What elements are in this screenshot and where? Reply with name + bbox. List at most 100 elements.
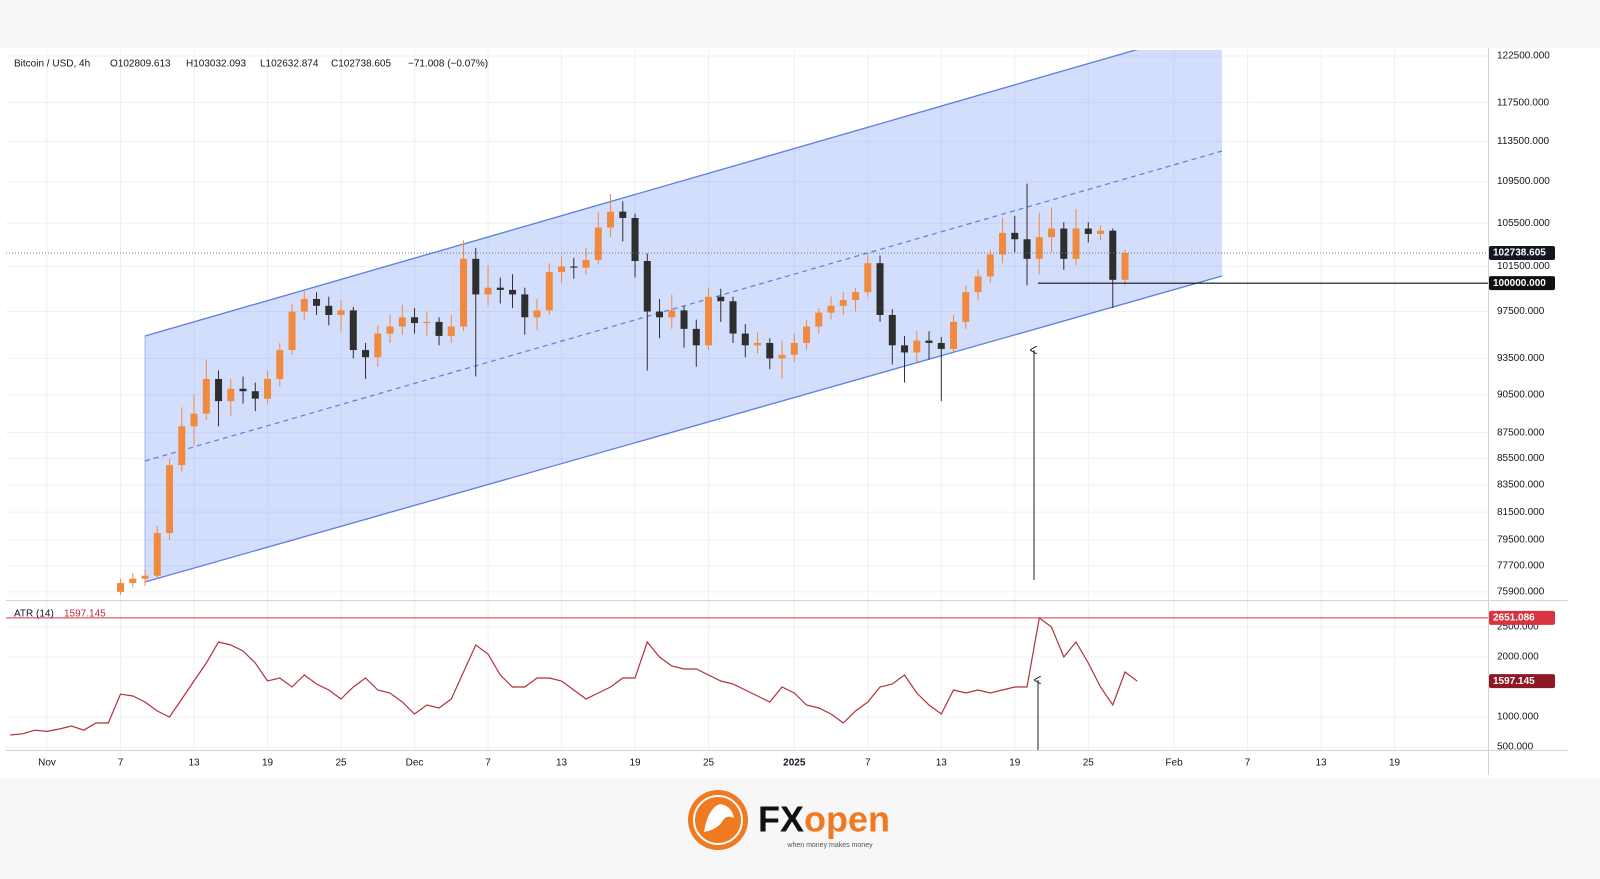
y-tick-label: 85500.000 (1497, 453, 1545, 464)
x-tick-label: 7 (1245, 758, 1251, 769)
y-tick-label: 101500.000 (1497, 261, 1550, 272)
price-line-label-box (1489, 276, 1555, 291)
y-tick-label: 113500.000 (1497, 136, 1550, 147)
candle-body (129, 578, 137, 584)
candle-body (496, 287, 504, 290)
candle-body (386, 326, 394, 334)
candle-body (349, 310, 357, 351)
candle-body (986, 254, 994, 277)
candle-body (460, 258, 468, 327)
y-tick-label: 109500.000 (1497, 176, 1550, 187)
candle-body (251, 391, 259, 399)
y-tick-label: 75900.000 (1497, 586, 1545, 597)
current-price-label: 102738.605 (1493, 248, 1546, 259)
candle-body (1109, 230, 1117, 280)
atr-last-label: 1597.145 (1493, 676, 1535, 687)
x-tick-label: 7 (118, 758, 124, 769)
candle-body (790, 342, 798, 355)
x-tick-label: 13 (188, 758, 200, 769)
candle-body (411, 317, 419, 324)
candle-body (631, 217, 639, 262)
x-tick-label: 25 (703, 758, 715, 769)
candle-body (1060, 228, 1068, 259)
candle-body (1097, 230, 1105, 234)
legend-value: C102738.605 (331, 59, 391, 70)
x-tick-label: 25 (335, 758, 347, 769)
candle-body (398, 317, 406, 327)
candle-body (754, 342, 762, 346)
y-tick-label: 97500.000 (1497, 306, 1545, 317)
candle-body (656, 311, 664, 318)
candle-body (839, 300, 847, 306)
candle-body (558, 266, 566, 273)
channel-lower (144, 275, 1223, 583)
candle-body (300, 298, 308, 312)
candle-body (202, 378, 210, 414)
price-line-label: 100000.000 (1493, 278, 1546, 289)
candle-body (778, 354, 786, 359)
candle-body (141, 575, 149, 579)
candle-body (717, 296, 725, 302)
candle-body (901, 345, 909, 353)
candle-body (668, 310, 676, 318)
chart-background (0, 48, 1600, 778)
atr-level-label-box (1489, 610, 1555, 625)
candle-body (239, 388, 247, 392)
candle-body (607, 211, 615, 228)
candle-body (729, 301, 737, 334)
x-tick-label: 7 (485, 758, 491, 769)
candle-body (509, 289, 517, 295)
candle-body (227, 388, 235, 402)
x-tick-label: 7 (865, 758, 871, 769)
candle-body (533, 310, 541, 318)
x-tick-label: 19 (629, 758, 641, 769)
atr-line (10, 616, 1138, 736)
candle-body (178, 426, 186, 466)
candle-body (705, 296, 713, 346)
candle-body (937, 342, 945, 349)
y-tick-label: 93500.000 (1497, 353, 1545, 364)
y-tick-label: 2500.000 (1497, 622, 1539, 633)
candle-body (950, 321, 958, 349)
candle-body (276, 350, 284, 379)
candle-body (264, 378, 272, 399)
legend-value: L102632.874 (260, 59, 319, 70)
candle-body (1048, 228, 1056, 238)
atr-legend: ATR (14) (14, 609, 54, 620)
y-tick-label: 122500.000 (1497, 51, 1550, 62)
current-price-label-box (1489, 245, 1555, 260)
y-tick-label: 77700.000 (1497, 560, 1545, 571)
logo-text: FX (758, 799, 804, 840)
candle-body (570, 266, 578, 268)
legend-value: H103032.093 (186, 59, 246, 70)
candle-body (288, 311, 296, 351)
candle-body (876, 263, 884, 315)
candle-body (888, 314, 896, 346)
x-tick-label: 2025 (783, 758, 806, 769)
candle-body (374, 333, 382, 358)
x-tick-label: Nov (38, 758, 56, 769)
channel-mid (144, 150, 1223, 462)
x-tick-label: Dec (406, 758, 424, 769)
candle-body (1072, 228, 1080, 259)
candle-body (545, 272, 553, 311)
candle-body (362, 350, 370, 358)
candle-body (999, 232, 1007, 255)
y-tick-label: 105500.000 (1497, 218, 1550, 229)
candle-body (423, 321, 431, 324)
candle-body (803, 326, 811, 343)
y-tick-label: 83500.000 (1497, 480, 1545, 491)
candle-body (619, 211, 627, 218)
logo-bull (704, 804, 734, 832)
y-tick-label: 117500.000 (1497, 97, 1550, 108)
x-tick-label: 25 (1083, 758, 1095, 769)
candle-body (692, 328, 700, 346)
candle-body (1035, 237, 1043, 259)
candle-body (680, 310, 688, 329)
candle-body (741, 333, 749, 346)
x-tick-label: 13 (1315, 758, 1327, 769)
logo-text: open (804, 799, 890, 840)
candle-body (913, 340, 921, 353)
candle-body (447, 326, 455, 336)
